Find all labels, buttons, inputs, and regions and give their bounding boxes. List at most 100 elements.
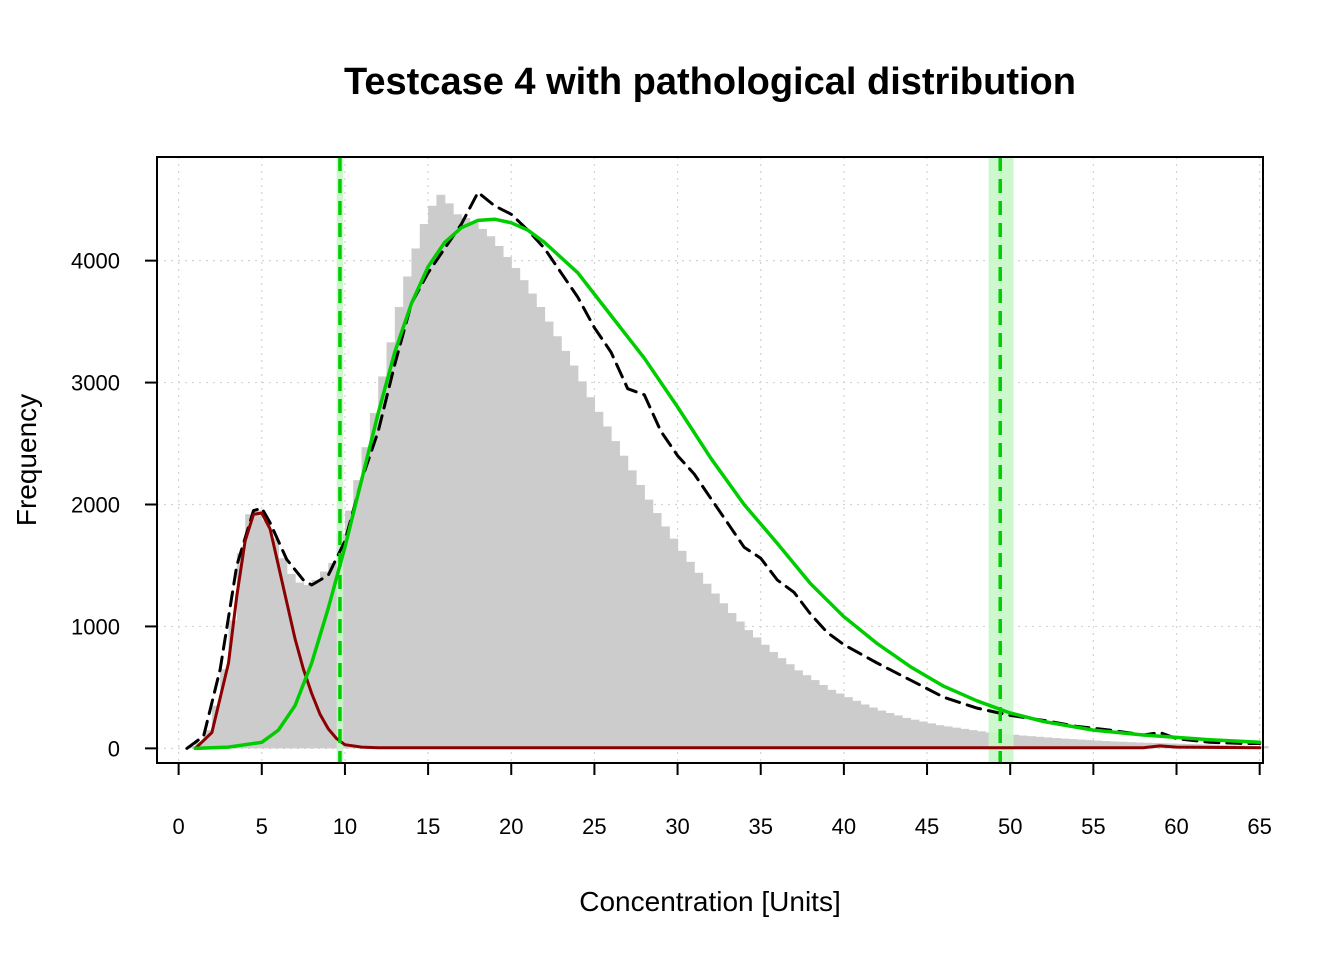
histogram-bar [769,652,778,749]
x-tick-label: 55 [1081,814,1105,839]
histogram-bar [270,538,280,749]
main-fit-curve [193,217,1262,751]
histogram-bar [278,558,288,749]
histogram-bar [477,228,487,749]
histogram-bar [910,719,920,749]
histogram-bar [935,725,945,749]
x-tick-label: 5 [256,814,268,839]
histogram-bar [303,584,313,749]
histogram-bar [727,613,737,749]
histogram-bar [444,203,454,749]
histogram-bar [669,538,679,749]
histogram-bar [353,480,363,749]
histogram-bar [1109,741,1119,749]
histogram-bar [893,715,903,749]
x-tick-label: 20 [499,814,523,839]
histogram-bar [295,582,304,749]
x-tick-label: 10 [333,814,357,839]
histogram-bar [519,280,529,749]
histogram-bar [1085,740,1094,749]
histogram-bar [976,731,986,749]
histogram-bar [1126,742,1136,749]
histogram-bar [1093,740,1103,749]
histogram-bar [502,256,512,749]
histogram-bar [1060,738,1070,749]
histogram-bar [486,236,496,749]
y-tick-label: 2000 [71,493,120,518]
x-tick-label: 30 [665,814,689,839]
x-tick-label: 35 [748,814,772,839]
x-tick-label: 15 [416,814,440,839]
histogram-bar [735,621,745,749]
x-tick-label: 45 [915,814,939,839]
histogram-bar [902,717,912,749]
histogram-bar [536,306,546,749]
histogram-bar [511,267,521,749]
histogram-bar [419,224,429,749]
histogram-bar [561,350,571,749]
histogram-bar [785,664,795,749]
x-tick-label: 25 [582,814,606,839]
histogram-bar [818,684,828,749]
histogram-bar [777,658,787,749]
histogram-bar [369,413,379,749]
histogram-bar [802,675,812,749]
histogram-bar [927,723,936,749]
histogram-bar [968,730,978,749]
histogram-bar [361,447,371,749]
x-tick-label: 65 [1247,814,1271,839]
histogram-bar [220,669,230,749]
histogram-bar [1010,734,1020,749]
histogram-bar [860,704,870,749]
histogram-bar [594,411,604,749]
histogram-bar [1035,736,1045,749]
histogram-bar [245,514,255,749]
histogram-bar [918,721,928,749]
y-tick-label: 1000 [71,614,120,639]
histogram-bar [253,510,263,749]
histogram-bar [702,583,712,749]
histogram-bar [428,205,438,749]
histogram-bar [877,710,887,749]
histogram-bar [236,553,246,749]
plot-frame [156,156,1264,764]
histogram-bar [644,499,654,749]
histogram-bar [286,574,296,749]
histogram-bar [403,276,413,749]
histogram-bar [577,381,587,749]
histogram-bar [453,214,462,749]
histogram-bar [602,426,612,749]
histogram-bar [835,693,845,749]
histogram-bar [228,620,238,749]
histogram-bar [552,336,562,749]
histogram-bar [344,510,354,749]
y-tick-label: 0 [108,736,120,761]
histogram-bar [328,563,338,749]
histogram-bar [660,526,670,749]
histogram-bar [261,520,271,749]
x-axis-label: Concentration [Units] [579,886,840,917]
histogram-bar [677,550,687,749]
histogram-bar [868,707,878,749]
histogram-bar [378,376,388,749]
histogram-bar [186,745,196,749]
histogram-bar [1018,735,1028,749]
histogram-bar [685,561,695,749]
histogram-bar [619,455,629,749]
histogram-bar [827,689,837,749]
histogram-bar [586,397,596,749]
histogram-bar [951,727,961,749]
histogram-bar [1076,739,1086,749]
y-tick-label: 3000 [71,371,120,396]
histogram-bar [793,670,803,749]
y-axis-label: Frequency [11,394,42,526]
histogram-bar [943,726,953,749]
histogram-bar [852,700,862,749]
x-tick-label: 40 [832,814,856,839]
histogram-bar [211,705,221,749]
histogram-bar [386,342,396,749]
histogram-bar [710,593,720,749]
histogram-bar [744,630,754,749]
histogram-bar [1051,738,1061,749]
